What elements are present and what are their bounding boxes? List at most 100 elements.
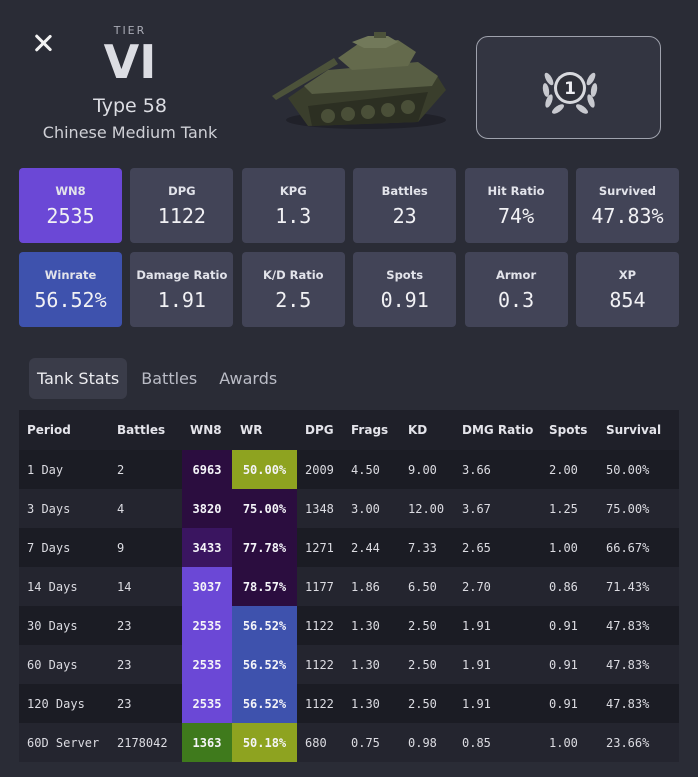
cell-dmg: 2.70 bbox=[454, 567, 541, 606]
table-row: 60D Server 2178042 1363 50.18% 680 0.75 0.98 0.… bbox=[19, 723, 679, 762]
column-header[interactable]: DPG bbox=[297, 410, 343, 450]
cell-wr: 56.52% bbox=[232, 684, 297, 723]
stat-label: KPG bbox=[279, 183, 307, 198]
cell-dpg: 1122 bbox=[297, 606, 343, 645]
stat-card-wn8: WN8 2535 bbox=[19, 168, 122, 243]
stat-card-dpg: DPG 1122 bbox=[130, 168, 234, 243]
stat-label: Armor bbox=[495, 267, 537, 282]
cell-battles: 23 bbox=[109, 684, 182, 723]
cell-wn8: 6963 bbox=[182, 450, 232, 489]
stat-value: 23 bbox=[392, 203, 417, 228]
tank-header: TIER VI Type 58 Chinese Medium Tank bbox=[30, 24, 230, 142]
cell-kd: 2.50 bbox=[400, 645, 454, 684]
cell-spots: 1.00 bbox=[541, 723, 598, 762]
stat-value: 2.5 bbox=[275, 287, 312, 312]
cell-frags: 0.75 bbox=[343, 723, 400, 762]
tier-value: VI bbox=[103, 35, 157, 89]
cell-period: 3 Days bbox=[19, 489, 109, 528]
cell-kd: 12.00 bbox=[400, 489, 454, 528]
cell-battles: 4 bbox=[109, 489, 182, 528]
cell-dmg: 1.91 bbox=[454, 684, 541, 723]
stat-label: WN8 bbox=[55, 183, 86, 198]
cell-battles: 23 bbox=[109, 606, 182, 645]
cell-spots: 2.00 bbox=[541, 450, 598, 489]
column-header[interactable]: Spots bbox=[541, 410, 598, 450]
cell-wn8: 3433 bbox=[182, 528, 232, 567]
cell-dmg: 3.67 bbox=[454, 489, 541, 528]
stat-label: Battles bbox=[381, 183, 428, 198]
column-header[interactable]: WN8 bbox=[182, 410, 232, 450]
cell-frags: 4.50 bbox=[343, 450, 400, 489]
cell-battles: 2178042 bbox=[109, 723, 182, 762]
cell-spots: 0.91 bbox=[541, 684, 598, 723]
cell-period: 14 Days bbox=[19, 567, 109, 606]
cell-period: 1 Day bbox=[19, 450, 109, 489]
table-row: 30 Days 23 2535 56.52% 1122 1.30 2.50 1.91 0.91 4… bbox=[19, 606, 679, 645]
cell-period: 60D Server bbox=[19, 723, 109, 762]
stat-card-damage-ratio: Damage Ratio 1.91 bbox=[130, 252, 234, 327]
cell-wn8: 2535 bbox=[182, 645, 232, 684]
stat-card-winrate: Winrate 56.52% bbox=[19, 252, 122, 327]
stat-card-spots: Spots 0.91 bbox=[353, 252, 457, 327]
cell-wr: 56.52% bbox=[232, 645, 297, 684]
table-row: 120 Days 23 2535 56.52% 1122 1.30 2.50 1.91 0.91… bbox=[19, 684, 679, 723]
column-header[interactable]: Period bbox=[19, 410, 109, 450]
stat-value: 56.52% bbox=[34, 287, 107, 312]
column-header[interactable]: Frags bbox=[343, 410, 400, 450]
cell-frags: 1.30 bbox=[343, 645, 400, 684]
cell-kd: 2.50 bbox=[400, 684, 454, 723]
stat-value: 1122 bbox=[157, 203, 206, 228]
cell-wr: 78.57% bbox=[232, 567, 297, 606]
cell-survival: 66.67% bbox=[598, 528, 679, 567]
cell-period: 7 Days bbox=[19, 528, 109, 567]
cell-frags: 2.44 bbox=[343, 528, 400, 567]
tab-tank-stats[interactable]: Tank Stats bbox=[29, 358, 128, 399]
stat-value: 854 bbox=[609, 287, 646, 312]
column-header[interactable]: Battles bbox=[109, 410, 182, 450]
stat-label: XP bbox=[618, 267, 637, 282]
stat-label: Winrate bbox=[44, 267, 97, 282]
stat-card-hit-ratio: Hit Ratio 74% bbox=[464, 168, 568, 243]
table-row: 60 Days 23 2535 56.52% 1122 1.30 2.50 1.91 0.91 4… bbox=[19, 645, 679, 684]
cell-survival: 50.00% bbox=[598, 450, 679, 489]
table-row: 1 Day 2 6963 50.00% 2009 4.50 9.00 3.66 2.00 50.0… bbox=[19, 450, 679, 489]
stat-card-armor: Armor 0.3 bbox=[464, 252, 568, 327]
cell-spots: 0.91 bbox=[541, 606, 598, 645]
cell-wr: 50.18% bbox=[232, 723, 297, 762]
cell-frags: 1.30 bbox=[343, 684, 400, 723]
tab-awards[interactable]: Awards bbox=[219, 369, 278, 388]
tab-bar: Tank Stats Battles Awards bbox=[29, 358, 291, 399]
cell-spots: 1.00 bbox=[541, 528, 598, 567]
cell-period: 60 Days bbox=[19, 645, 109, 684]
cell-battles: 9 bbox=[109, 528, 182, 567]
cell-wr: 56.52% bbox=[232, 606, 297, 645]
cell-battles: 14 bbox=[109, 567, 182, 606]
tier-label: TIER bbox=[113, 24, 147, 37]
mastery-card: 1 bbox=[476, 36, 661, 139]
cell-survival: 47.83% bbox=[598, 645, 679, 684]
cell-period: 120 Days bbox=[19, 684, 109, 723]
cell-dpg: 2009 bbox=[297, 450, 343, 489]
cell-frags: 3.00 bbox=[343, 489, 400, 528]
stat-value: 1.3 bbox=[275, 203, 312, 228]
tank-stats-table: Period Battles WN8 WR DPG Frags KD DMG Ratio Spo… bbox=[19, 410, 679, 762]
stat-card-kpg: KPG 1.3 bbox=[241, 168, 345, 243]
cell-kd: 6.50 bbox=[400, 567, 454, 606]
cell-period: 30 Days bbox=[19, 606, 109, 645]
table-body: 1 Day 2 6963 50.00% 2009 4.50 9.00 3.66 2.00 50.0… bbox=[19, 450, 679, 762]
stat-label: DPG bbox=[168, 183, 196, 198]
cell-spots: 0.91 bbox=[541, 645, 598, 684]
column-header[interactable]: DMG Ratio bbox=[454, 410, 541, 450]
cell-frags: 1.86 bbox=[343, 567, 400, 606]
column-header[interactable]: Survival bbox=[598, 410, 679, 450]
cell-wn8: 3820 bbox=[182, 489, 232, 528]
column-header[interactable]: WR bbox=[232, 410, 297, 450]
tab-battles[interactable]: Battles bbox=[141, 369, 198, 388]
cell-kd: 0.98 bbox=[400, 723, 454, 762]
column-header[interactable]: KD bbox=[400, 410, 454, 450]
cell-dpg: 1177 bbox=[297, 567, 343, 606]
cell-kd: 9.00 bbox=[400, 450, 454, 489]
stat-value: 74% bbox=[498, 203, 535, 228]
stat-label: Spots bbox=[386, 267, 424, 282]
stat-value: 0.3 bbox=[498, 287, 535, 312]
